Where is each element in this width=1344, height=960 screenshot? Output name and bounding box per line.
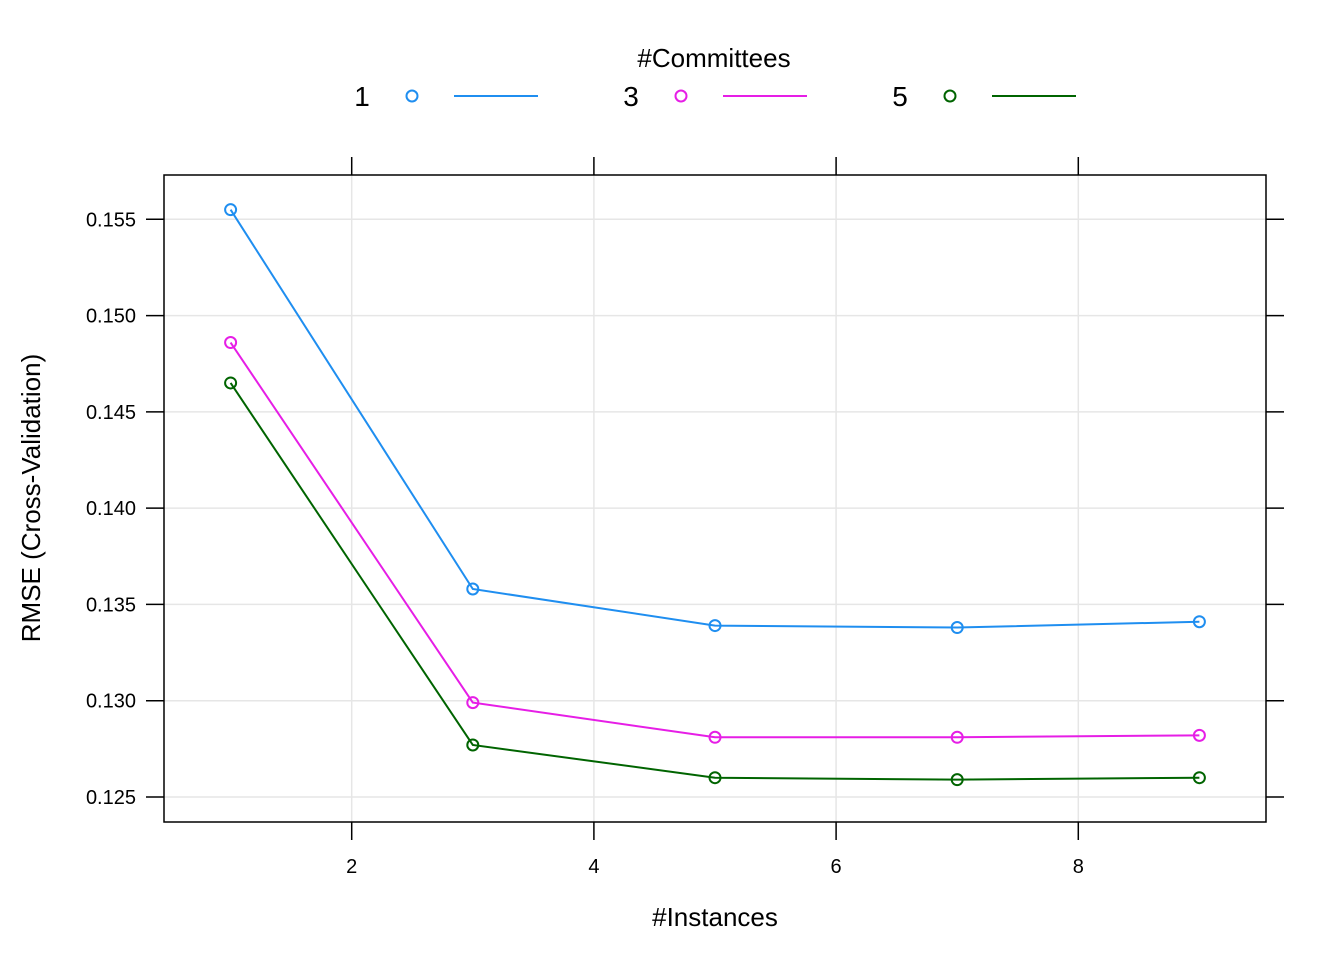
x-tick-label: 4 <box>588 856 599 878</box>
series-layer <box>224 203 1206 787</box>
series-line <box>229 209 1200 629</box>
y-tick-label: 0.145 <box>86 402 136 424</box>
data-point <box>708 730 722 744</box>
y-tick-label: 0.150 <box>86 306 136 328</box>
x-tick-label: 6 <box>831 856 842 878</box>
series-5 <box>224 376 1206 787</box>
data-point <box>950 621 964 635</box>
data-point <box>466 582 480 596</box>
legend-label: 3 <box>623 81 639 112</box>
legend-item: 3 <box>623 81 807 112</box>
legend-label: 1 <box>354 81 370 112</box>
legend-point-swatch <box>943 89 957 103</box>
legend-point-swatch <box>674 89 688 103</box>
plot-frame <box>163 174 1267 823</box>
data-point <box>466 696 480 710</box>
data-point <box>708 771 722 785</box>
legend-title: #Committees <box>637 43 790 73</box>
y-tick-label: 0.155 <box>86 209 136 231</box>
y-axis-title: RMSE (Cross-Validation) <box>16 354 46 642</box>
grid <box>164 175 1266 822</box>
x-tick-label: 8 <box>1073 856 1084 878</box>
legend: #Committees 1 3 5 <box>354 43 1076 112</box>
data-point <box>1192 771 1206 785</box>
series-line <box>229 341 1200 739</box>
legend-items: 1 3 5 <box>354 81 1076 112</box>
legend-item: 5 <box>892 81 1076 112</box>
series-1 <box>224 203 1206 635</box>
x-axis: 2 4 6 8 <box>346 157 1084 878</box>
series-3 <box>224 336 1206 744</box>
data-point <box>224 376 238 390</box>
legend-label: 5 <box>892 81 908 112</box>
x-axis-title: #Instances <box>652 902 778 932</box>
data-point <box>950 730 964 744</box>
data-point <box>224 203 238 217</box>
data-point <box>1192 728 1206 742</box>
y-axis: 0.125 0.130 0.135 0.140 0.145 0.150 0.155 <box>86 209 1284 809</box>
data-point <box>950 773 964 787</box>
data-point <box>1192 615 1206 629</box>
series-line <box>229 382 1200 781</box>
data-point <box>466 738 480 752</box>
y-tick-label: 0.125 <box>86 787 136 809</box>
y-tick-label: 0.135 <box>86 594 136 616</box>
data-point <box>224 336 238 350</box>
plot-area: 2 4 6 8 0.125 0.130 0.135 0.140 0.145 0.150 0.155 <box>86 157 1284 878</box>
y-tick-label: 0.140 <box>86 498 136 520</box>
x-tick-label: 2 <box>346 856 357 878</box>
data-point <box>708 619 722 633</box>
y-tick-label: 0.130 <box>86 691 136 713</box>
legend-item: 1 <box>354 81 538 112</box>
legend-point-swatch <box>405 89 419 103</box>
